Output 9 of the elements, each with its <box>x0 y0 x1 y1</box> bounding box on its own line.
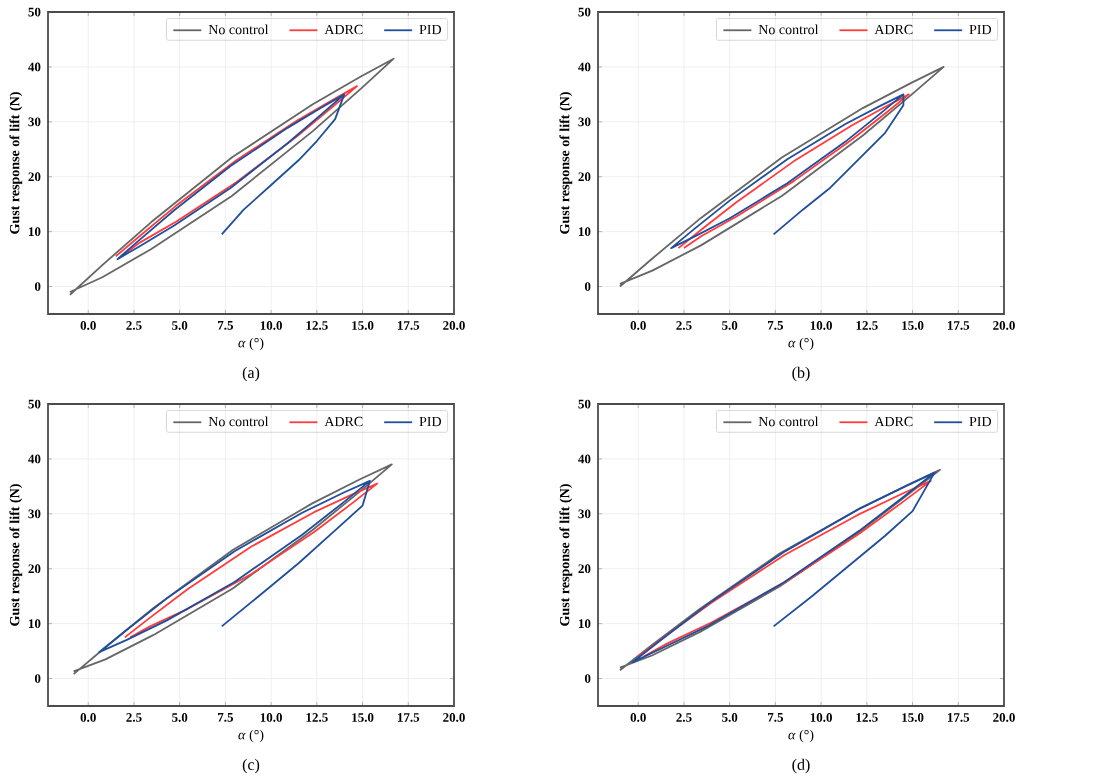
line-series <box>98 479 371 654</box>
text: (d) <box>792 758 810 774</box>
line-series <box>123 482 379 639</box>
line-series <box>72 463 393 676</box>
line-series <box>619 66 945 288</box>
line-series <box>69 57 395 296</box>
text: (a) <box>242 366 260 382</box>
text: (b) <box>792 366 810 382</box>
text: (c) <box>242 758 260 774</box>
